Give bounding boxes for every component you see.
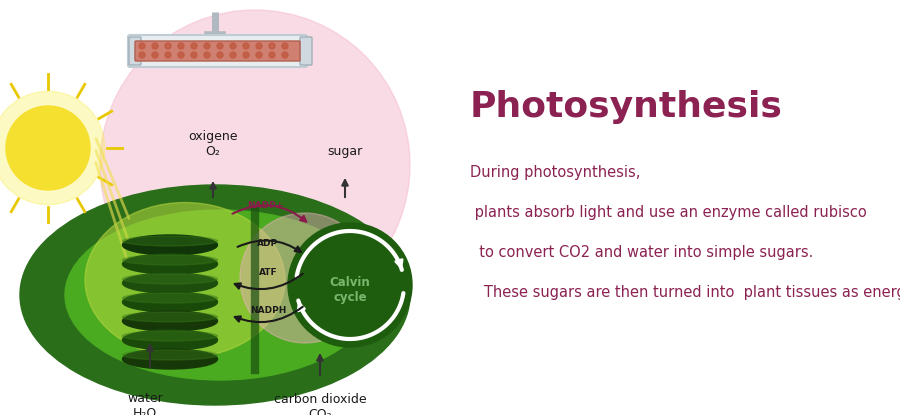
Circle shape <box>282 52 288 58</box>
Circle shape <box>230 43 236 49</box>
Circle shape <box>230 52 236 58</box>
Text: to convert CO2 and water into simple sugars.: to convert CO2 and water into simple sug… <box>470 245 814 260</box>
Ellipse shape <box>100 10 410 320</box>
FancyBboxPatch shape <box>129 37 141 65</box>
Circle shape <box>269 43 275 49</box>
Circle shape <box>152 43 158 49</box>
Text: NADPH: NADPH <box>250 306 286 315</box>
Circle shape <box>178 52 184 58</box>
Ellipse shape <box>122 311 218 331</box>
Text: ATF: ATF <box>258 268 277 277</box>
Circle shape <box>6 106 90 190</box>
Ellipse shape <box>20 185 410 405</box>
Circle shape <box>204 43 210 49</box>
Circle shape <box>0 91 104 205</box>
Text: Calvin
cycle: Calvin cycle <box>329 276 371 304</box>
Circle shape <box>165 43 171 49</box>
Ellipse shape <box>122 235 218 255</box>
Ellipse shape <box>122 330 218 350</box>
Circle shape <box>217 43 223 49</box>
Text: sugar: sugar <box>328 145 363 158</box>
Text: carbon dioxide
CO₂: carbon dioxide CO₂ <box>274 393 366 415</box>
Circle shape <box>178 43 184 49</box>
Circle shape <box>269 52 275 58</box>
Ellipse shape <box>65 210 375 380</box>
Circle shape <box>139 43 145 49</box>
Text: plants absorb light and use an enzyme called rubisco: plants absorb light and use an enzyme ca… <box>470 205 867 220</box>
Circle shape <box>243 52 249 58</box>
Circle shape <box>282 43 288 49</box>
FancyBboxPatch shape <box>128 35 307 67</box>
Circle shape <box>256 52 262 58</box>
Ellipse shape <box>122 254 218 274</box>
Ellipse shape <box>122 331 218 341</box>
Ellipse shape <box>122 236 218 246</box>
Circle shape <box>243 43 249 49</box>
Circle shape <box>191 52 197 58</box>
Ellipse shape <box>122 274 218 284</box>
Circle shape <box>165 52 171 58</box>
Ellipse shape <box>122 273 218 293</box>
FancyBboxPatch shape <box>300 37 312 65</box>
Ellipse shape <box>122 349 218 369</box>
Text: NADP+: NADP+ <box>247 201 284 210</box>
Text: water
H₂O: water H₂O <box>127 392 163 415</box>
Circle shape <box>217 52 223 58</box>
Circle shape <box>139 52 145 58</box>
Ellipse shape <box>122 255 218 265</box>
FancyBboxPatch shape <box>135 41 300 61</box>
Ellipse shape <box>85 203 285 357</box>
Text: During photosynthesis,: During photosynthesis, <box>470 165 641 180</box>
Circle shape <box>256 43 262 49</box>
Circle shape <box>204 52 210 58</box>
Text: These sugars are then turned into  plant tissues as energy.: These sugars are then turned into plant … <box>470 285 900 300</box>
Ellipse shape <box>240 213 370 343</box>
Ellipse shape <box>122 292 218 312</box>
Text: Photosynthesis: Photosynthesis <box>470 90 783 124</box>
Ellipse shape <box>122 312 218 322</box>
Circle shape <box>288 223 412 347</box>
Text: oxigene
O₂: oxigene O₂ <box>188 130 238 158</box>
Ellipse shape <box>122 350 218 360</box>
Circle shape <box>152 52 158 58</box>
Ellipse shape <box>122 293 218 303</box>
Text: ADP: ADP <box>257 239 279 248</box>
Circle shape <box>191 43 197 49</box>
